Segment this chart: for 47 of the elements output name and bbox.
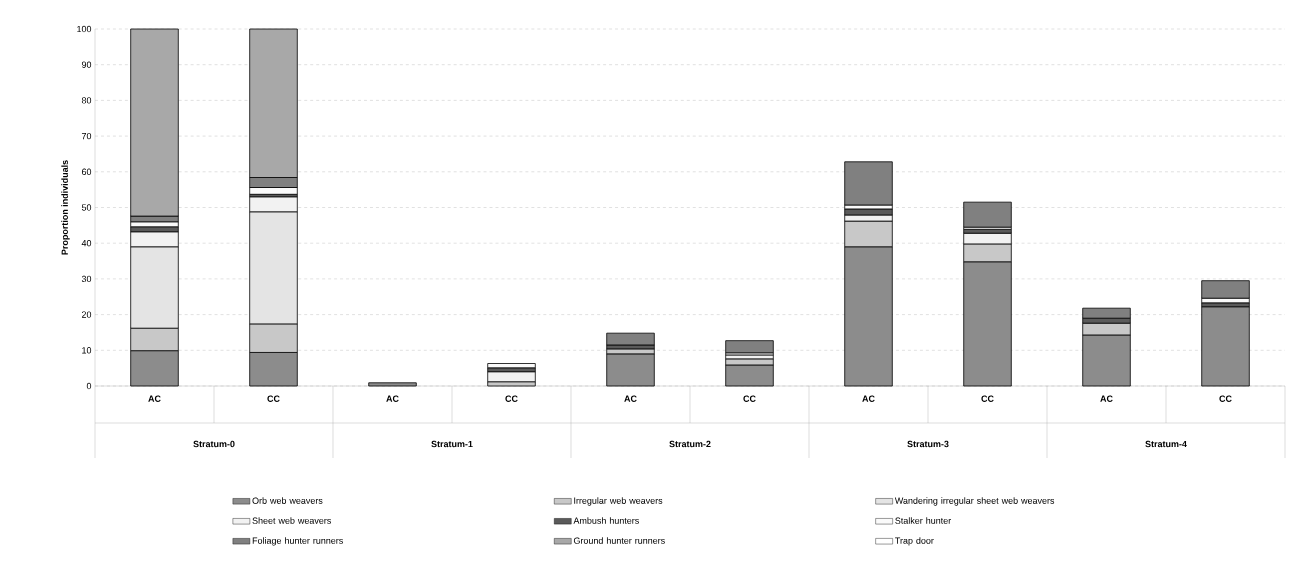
- bar: [1201, 280, 1250, 299]
- y-tick-label: 20: [81, 311, 92, 318]
- bar: [606, 353, 655, 387]
- x-tick-label: CC: [981, 395, 994, 402]
- legend-label: Sheet web weavers: [252, 517, 331, 524]
- y-tick-label: 60: [81, 168, 92, 175]
- text: Stratum-3: [907, 440, 949, 448]
- text: Stratum-2: [669, 440, 711, 448]
- x-tick-label: AC: [1100, 395, 1113, 402]
- bar: [844, 161, 893, 206]
- x-tick-label: AC: [624, 395, 637, 402]
- x-tick-label: AC: [862, 395, 875, 402]
- y-tick-label: 50: [81, 204, 92, 211]
- x-tick-label: CC: [505, 395, 518, 402]
- bar: [725, 340, 774, 354]
- x-tick-label: AC: [148, 395, 161, 402]
- y-axis-title: Proportion individuals: [61, 160, 70, 255]
- legend-label: Stalker hunter: [895, 517, 952, 524]
- y-tick-label: 70: [81, 132, 92, 140]
- y-tick-label: 0: [86, 382, 92, 390]
- x-tick-label: CC: [743, 395, 756, 402]
- y-tick-label: 30: [81, 275, 92, 283]
- legend-label: Trap door: [895, 537, 934, 546]
- bar: [487, 371, 536, 383]
- legend-label: Irregular web weavers: [574, 497, 663, 506]
- y-tick-label: 90: [81, 61, 92, 68]
- legend-label: Ambush hunters: [573, 517, 639, 524]
- text: Stratum-0: [193, 440, 235, 448]
- bar: [725, 364, 774, 387]
- text: Stratum-1: [431, 440, 473, 448]
- bar: [368, 382, 417, 387]
- legend-label: Orb web weavers: [252, 497, 323, 504]
- text: Stratum-4: [1145, 440, 1187, 448]
- legend-label: Wandering irregular sheet web weavers: [894, 497, 1055, 506]
- legend-label: Ground hunter runners: [573, 537, 665, 544]
- bar: [487, 363, 536, 369]
- bar: [1201, 306, 1250, 387]
- x-tick-label: CC: [1219, 395, 1232, 402]
- y-tick-label: 40: [81, 240, 92, 247]
- bar: [963, 201, 1012, 228]
- x-tick-label: AC: [386, 395, 399, 402]
- y-tick-label: 10: [82, 347, 92, 354]
- x-tick-label: CC: [267, 395, 280, 402]
- bar: [606, 332, 655, 346]
- y-tick-label: 80: [81, 97, 92, 104]
- legend-label: Foliage hunter runners: [252, 537, 343, 546]
- y-tick-label: 100: [77, 25, 92, 33]
